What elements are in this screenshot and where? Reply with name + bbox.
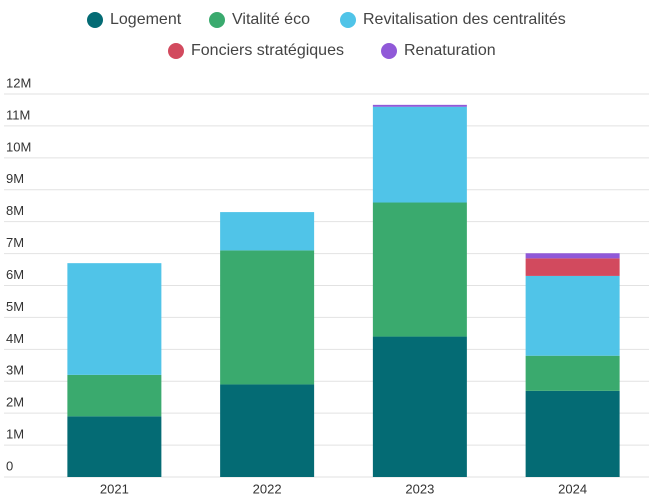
y-tick-label: 0 xyxy=(6,458,13,473)
bar-segment xyxy=(372,106,467,203)
y-tick-label: 10M xyxy=(6,139,31,154)
legend-swatch xyxy=(381,43,397,59)
legend-label: Revitalisation des centralités xyxy=(363,11,566,28)
y-tick-label: 3M xyxy=(6,363,24,378)
y-tick-label: 5M xyxy=(6,299,24,314)
bar-segment xyxy=(220,384,315,477)
legend-label: Renaturation xyxy=(404,42,496,59)
y-tick-label: 4M xyxy=(6,331,24,346)
x-tick-label: 2024 xyxy=(558,481,587,496)
legend-label: Fonciers stratégiques xyxy=(191,42,344,59)
bar-segment xyxy=(372,104,467,107)
bar-segment xyxy=(372,202,467,337)
x-tick-label: 2021 xyxy=(100,481,129,496)
legend-label: Vitalité éco xyxy=(232,11,310,28)
bar-segment xyxy=(67,416,162,477)
bar-segment xyxy=(220,250,315,385)
bar-segment xyxy=(525,253,620,259)
y-tick-label: 6M xyxy=(6,267,24,282)
legend-swatch xyxy=(87,12,103,28)
x-tick-label: 2022 xyxy=(253,481,282,496)
x-tick-label: 2023 xyxy=(405,481,434,496)
legend-label: Logement xyxy=(110,11,182,28)
y-tick-label: 1M xyxy=(6,427,24,442)
bar-segment xyxy=(525,390,620,477)
bar-segment xyxy=(67,374,162,417)
legend-swatch xyxy=(168,43,184,59)
bar-segment xyxy=(525,355,620,391)
legend-swatch xyxy=(209,12,225,28)
y-tick-label: 9M xyxy=(6,171,24,186)
legend-swatch xyxy=(340,12,356,28)
bar-segment xyxy=(525,275,620,356)
bar-segment xyxy=(67,263,162,375)
bar-segment xyxy=(220,212,315,251)
y-tick-label: 7M xyxy=(6,235,24,250)
bar-segment xyxy=(372,336,467,477)
y-tick-label: 11M xyxy=(6,107,30,122)
y-tick-label: 2M xyxy=(6,395,24,410)
y-tick-label: 8M xyxy=(6,203,24,218)
y-tick-label: 12M xyxy=(6,75,31,90)
bar-segment xyxy=(525,258,620,276)
